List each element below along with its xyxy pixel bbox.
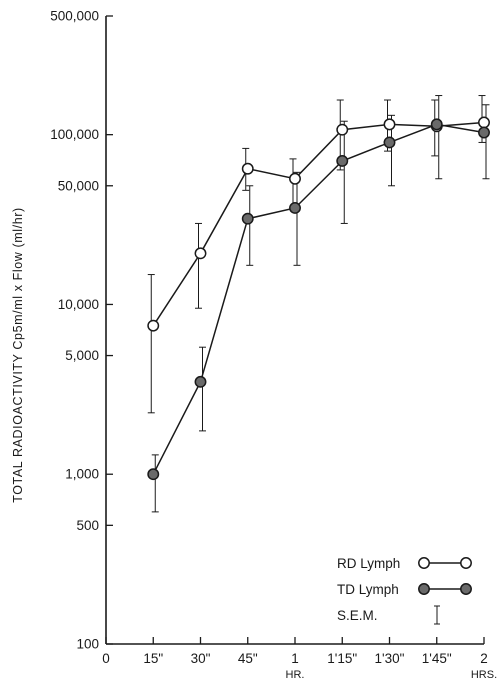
axes: 100 500 1,000 5,000 10,000 50,000 100,000 500,0… [50, 9, 497, 682]
td-point [430, 118, 443, 131]
x-tick-label: 1'15" [327, 651, 357, 666]
series-line-1 [152, 121, 485, 327]
rd-point [478, 116, 490, 129]
series-lines [152, 121, 485, 475]
legend: RD Lymph TD Lymph S.E.M. [337, 556, 472, 625]
td-point [194, 375, 207, 388]
legend-label: RD Lymph [337, 556, 400, 571]
rd-point [241, 162, 254, 175]
y-tick-label: 10,000 [58, 297, 99, 312]
td-point [336, 155, 349, 167]
legend-marker [418, 557, 430, 569]
rd-point [383, 118, 396, 131]
rd-point [289, 172, 301, 185]
td-point [478, 126, 490, 139]
rd-point [336, 123, 349, 136]
legend-label: TD Lymph [337, 582, 399, 597]
y-tick-label: 100 [76, 637, 99, 652]
x-tick-label: 1'30" [375, 651, 405, 666]
x-tick-label: 1 [291, 651, 299, 666]
td-point [383, 136, 396, 149]
x-tick-label: 1'45" [422, 651, 452, 666]
y-tick-label: 1,000 [65, 467, 99, 482]
data-points [147, 116, 490, 481]
x-tick-label: 0 [102, 651, 110, 666]
y-tick-label: 500 [76, 518, 99, 533]
series-line-2 [152, 123, 485, 475]
x-tick-label: 2 [480, 651, 488, 666]
legend-marker [460, 583, 472, 595]
legend-marker [418, 583, 430, 595]
y-axis-label: TOTAL RADIOACTIVITY Cp5m/ml x Flow (ml/h… [11, 207, 25, 503]
y-tick-label: 50,000 [58, 178, 99, 193]
td-point [147, 468, 160, 481]
x-tick-label: 45" [238, 651, 258, 666]
x-tick-sublabel: HRS. [471, 669, 497, 681]
rd-point [147, 319, 160, 332]
td-point [289, 202, 301, 214]
y-tick-label: 100,000 [50, 127, 99, 142]
error-bars [147, 95, 490, 513]
td-point [241, 212, 254, 225]
x-tick-label: 15" [143, 651, 163, 666]
y-tick-label: 500,000 [50, 9, 99, 24]
rd-point [194, 247, 207, 260]
legend-marker [460, 557, 472, 569]
x-tick-label: 30" [191, 651, 211, 666]
y-tick-label: 5,000 [65, 348, 99, 363]
x-tick-sublabel: HR. [286, 669, 305, 681]
legend-label: S.E.M. [337, 608, 378, 623]
